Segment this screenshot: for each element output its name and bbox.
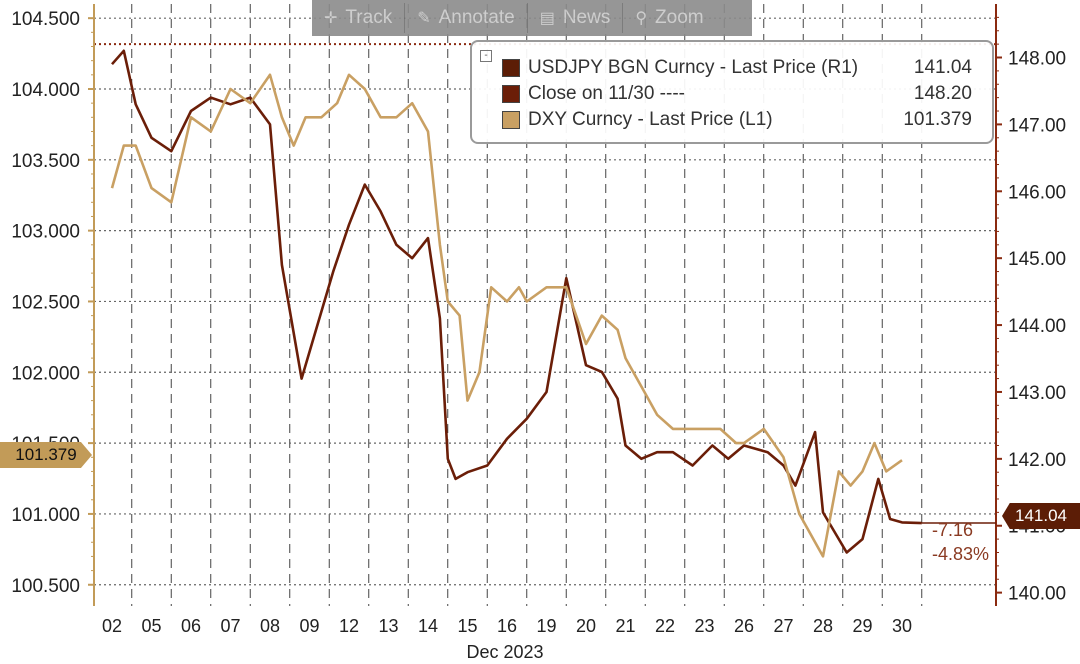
toolbar-divider bbox=[526, 3, 528, 33]
right-tick-label: 142.00 bbox=[1008, 450, 1066, 471]
news-icon: ▤ bbox=[539, 10, 555, 27]
track-button[interactable]: ✛ Track bbox=[312, 0, 404, 36]
right-tick-label: 140.00 bbox=[1008, 584, 1066, 605]
series-lines bbox=[110, 49, 996, 558]
annotate-label: Annotate bbox=[438, 7, 515, 28]
x-tick-label: 21 bbox=[615, 616, 635, 636]
x-tick-label: 07 bbox=[220, 616, 240, 636]
left-tick-label: 100.500 bbox=[11, 576, 80, 597]
crosshair-icon: ✛ bbox=[324, 10, 338, 27]
usdjpy-last-price-tag: 141.04 bbox=[1002, 503, 1080, 529]
legend-swatch bbox=[502, 59, 520, 77]
x-tick-label: 13 bbox=[378, 616, 398, 636]
legend-value: 101.379 bbox=[903, 109, 972, 130]
left-tick-label: 102.500 bbox=[11, 292, 80, 313]
change-percent: -4.83% bbox=[932, 544, 990, 564]
x-tick-label: 14 bbox=[418, 616, 438, 636]
x-tick-label: 06 bbox=[181, 616, 201, 636]
x-tick-label: 20 bbox=[576, 616, 596, 636]
left-tick-label: 103.500 bbox=[11, 151, 80, 172]
legend-label: Close on 11/30 ---- bbox=[528, 83, 685, 104]
tick-labels: 100.500101.000101.500102.000102.500103.0… bbox=[11, 9, 1066, 636]
legend-value: 148.20 bbox=[913, 83, 972, 104]
track-label: Track bbox=[345, 7, 393, 28]
usdjpy-series-line bbox=[111, 49, 922, 554]
chart-toolbar: ✛ Track ✎ Annotate ▤ News ⚲ Zoom bbox=[312, 0, 752, 36]
legend-swatch bbox=[502, 111, 520, 129]
x-tick-label: 29 bbox=[852, 616, 872, 636]
news-label: News bbox=[562, 7, 611, 28]
x-tick-label: 02 bbox=[102, 616, 122, 636]
change-absolute: -7.16 bbox=[932, 520, 974, 540]
x-tick-label: 16 bbox=[497, 616, 517, 636]
dxy-series-line bbox=[110, 73, 903, 558]
chart-legend: - USDJPY BGN Curncy - Last Price (R1) 14… bbox=[470, 40, 994, 144]
legend-label: USDJPY BGN Curncy - Last Price (R1) bbox=[528, 57, 859, 78]
annotate-button[interactable]: ✎ Annotate bbox=[405, 0, 526, 36]
right-tick-label: 144.00 bbox=[1008, 316, 1066, 337]
magnifier-icon: ⚲ bbox=[635, 10, 648, 27]
right-tick-label: 147.00 bbox=[1008, 115, 1066, 136]
right-tick-label: 143.00 bbox=[1008, 383, 1066, 404]
legend-item-usdjpy: USDJPY BGN Curncy - Last Price (R1) 141.… bbox=[502, 55, 982, 81]
zoom-button[interactable]: ⚲ Zoom bbox=[623, 0, 715, 36]
legend-swatch bbox=[502, 85, 520, 103]
x-tick-label: 28 bbox=[813, 616, 833, 636]
toolbar-divider bbox=[404, 3, 406, 33]
right-tick-label: 146.00 bbox=[1008, 182, 1066, 203]
legend-item-dxy: DXY Curncy - Last Price (L1) 101.379 bbox=[502, 107, 982, 133]
left-tick-label: 104.000 bbox=[11, 80, 80, 101]
x-tick-label: 05 bbox=[141, 616, 161, 636]
left-tick-label: 102.000 bbox=[11, 363, 80, 384]
legend-collapse-icon[interactable]: - bbox=[480, 50, 492, 62]
legend-item-close: Close on 11/30 ---- 148.20 bbox=[502, 81, 982, 107]
left-tick-label: 104.500 bbox=[11, 9, 80, 30]
x-tick-label: 09 bbox=[299, 616, 319, 636]
zoom-label: Zoom bbox=[655, 7, 704, 28]
pencil-icon: ✎ bbox=[417, 10, 431, 27]
legend-label: DXY Curncy - Last Price (L1) bbox=[528, 109, 773, 130]
toolbar-divider bbox=[622, 3, 624, 33]
x-tick-label: 26 bbox=[734, 616, 754, 636]
x-tick-label: 15 bbox=[457, 616, 477, 636]
left-tick-label: 101.000 bbox=[11, 505, 80, 526]
x-tick-label: 19 bbox=[536, 616, 556, 636]
right-tick-label: 148.00 bbox=[1008, 49, 1066, 70]
left-tick-label: 103.000 bbox=[11, 222, 80, 243]
x-axis-label: Dec 2023 bbox=[466, 642, 543, 662]
x-tick-label: 27 bbox=[773, 616, 793, 636]
axes bbox=[88, 4, 1002, 606]
news-button[interactable]: ▤ News bbox=[528, 0, 623, 36]
legend-value: 141.04 bbox=[913, 57, 972, 78]
dxy-last-price-tag: 101.379 bbox=[0, 442, 92, 468]
right-tick-label: 145.00 bbox=[1008, 249, 1066, 270]
x-tick-label: 08 bbox=[260, 616, 280, 636]
x-tick-label: 22 bbox=[655, 616, 675, 636]
x-tick-label: 12 bbox=[339, 616, 359, 636]
x-tick-label: 30 bbox=[892, 616, 912, 636]
x-tick-label: 23 bbox=[694, 616, 714, 636]
